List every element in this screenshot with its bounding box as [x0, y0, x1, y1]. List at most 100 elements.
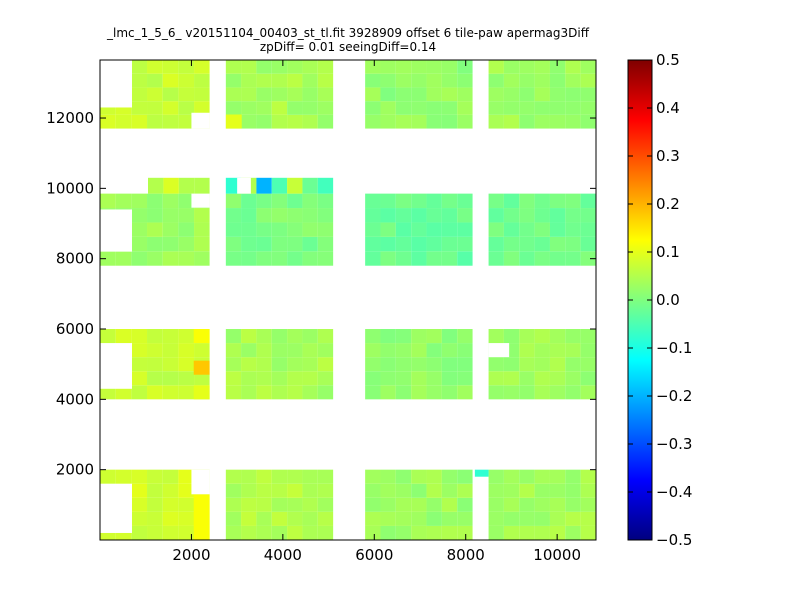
heatmap-cell — [178, 177, 195, 194]
heatmap-cell — [411, 60, 427, 74]
heatmap-cell — [194, 236, 210, 252]
heatmap-cell — [380, 236, 396, 252]
heatmap-cell — [549, 251, 566, 266]
heatmap-cell — [534, 114, 550, 129]
heatmap-cell — [503, 469, 520, 484]
heatmap-cell — [147, 497, 163, 512]
heatmap-cell — [162, 483, 179, 498]
heatmap-cell — [411, 193, 427, 209]
heatmap-cell — [256, 357, 272, 372]
heatmap-cell — [519, 73, 535, 88]
colorbar-tick-label: 0.0 — [656, 291, 680, 309]
heatmap-cell — [549, 511, 566, 526]
heatmap-cell — [503, 101, 520, 115]
heatmap-cell — [302, 73, 318, 88]
heatmap-cell — [178, 251, 195, 266]
heatmap-cell — [178, 193, 195, 209]
heatmap-cell — [457, 60, 473, 74]
blank-region — [191, 193, 210, 208]
heatmap-cell — [426, 469, 442, 484]
heatmap-cell — [534, 329, 550, 344]
heatmap-cell — [178, 87, 195, 102]
heatmap-cell — [395, 343, 412, 358]
heatmap-cell — [426, 193, 442, 209]
heatmap-highlight-cell — [193, 360, 210, 375]
heatmap-cell — [457, 101, 473, 115]
heatmap-cell — [426, 357, 442, 372]
heatmap-cell — [565, 114, 581, 129]
heatmap-cell — [162, 525, 179, 540]
heatmap-cell — [426, 87, 442, 102]
heatmap-cell — [426, 371, 442, 386]
heatmap-cell — [549, 525, 566, 540]
heatmap-cell — [131, 114, 148, 129]
heatmap-cell — [380, 208, 396, 223]
heatmap-cell — [395, 357, 412, 372]
colorbar-tick-label: −0.2 — [656, 387, 692, 405]
heatmap-cell — [411, 525, 427, 540]
heatmap-cell — [380, 87, 396, 102]
heatmap-cell — [271, 343, 288, 358]
heatmap-cell — [426, 385, 442, 400]
heatmap-cell — [225, 525, 242, 540]
heatmap-cell — [241, 371, 257, 386]
heatmap-cell — [302, 114, 318, 129]
heatmap-cell — [287, 497, 303, 512]
heatmap-cell — [194, 73, 210, 88]
heatmap-cell — [271, 236, 288, 252]
heatmap-cell — [411, 236, 427, 252]
heatmap-cell — [271, 251, 288, 266]
heatmap-cell — [302, 60, 318, 74]
heatmap-cell — [411, 385, 427, 400]
heatmap-cell — [441, 511, 458, 526]
heatmap-cell — [426, 511, 442, 526]
heatmap-cell — [457, 469, 473, 484]
heatmap-cell — [549, 483, 566, 498]
heatmap-cell — [317, 385, 334, 400]
heatmap-cell — [317, 87, 334, 102]
heatmap-cell — [147, 208, 163, 223]
heatmap-cell — [162, 385, 179, 400]
heatmap-cell — [534, 385, 550, 400]
heatmap-cell — [503, 87, 520, 102]
heatmap-highlight-cell — [193, 329, 210, 344]
heatmap-cell — [395, 208, 412, 223]
heatmap-cell — [549, 329, 566, 344]
heatmap-cell — [194, 208, 210, 223]
heatmap-cell — [287, 385, 303, 400]
heatmap-cell — [100, 251, 116, 266]
heatmap-cell — [519, 236, 535, 252]
heatmap-cell — [302, 385, 318, 400]
heatmap-cells — [100, 60, 596, 540]
heatmap-cell — [580, 208, 596, 223]
heatmap-cell — [503, 60, 520, 74]
heatmap-cell — [457, 208, 473, 223]
heatmap-cell — [441, 469, 458, 484]
heatmap-cell — [411, 357, 427, 372]
heatmap-cell — [519, 371, 535, 386]
heatmap-cell — [256, 87, 272, 102]
heatmap-cell — [271, 385, 288, 400]
heatmap-cell — [271, 469, 288, 484]
heatmap-cell — [256, 497, 272, 512]
heatmap-cell — [178, 114, 195, 129]
heatmap-cell — [241, 483, 257, 498]
heatmap-cell — [580, 385, 596, 400]
heatmap-cell — [271, 222, 288, 237]
heatmap-cell — [256, 525, 272, 540]
heatmap-cell — [317, 208, 334, 223]
colorbar-axis: 0.5 0.4 0.3 0.2 0.1 0.0 −0.1 −0.2 −0.3 −0.4 −0.5 — [628, 51, 692, 549]
heatmap-cell — [580, 60, 596, 74]
heatmap-cell — [131, 222, 148, 237]
heatmap-cell — [580, 251, 596, 266]
heatmap-cell — [271, 497, 288, 512]
heatmap-cell — [162, 208, 179, 223]
heatmap-cell — [302, 222, 318, 237]
heatmap-cell — [549, 469, 566, 484]
heatmap-cell — [287, 469, 303, 484]
y-tick-label: 6000 — [56, 320, 94, 338]
colorbar-tick-label: 0.4 — [656, 99, 680, 117]
heatmap-cell — [580, 497, 596, 512]
y-tick-label: 4000 — [56, 390, 94, 408]
heatmap-cell — [426, 329, 442, 344]
